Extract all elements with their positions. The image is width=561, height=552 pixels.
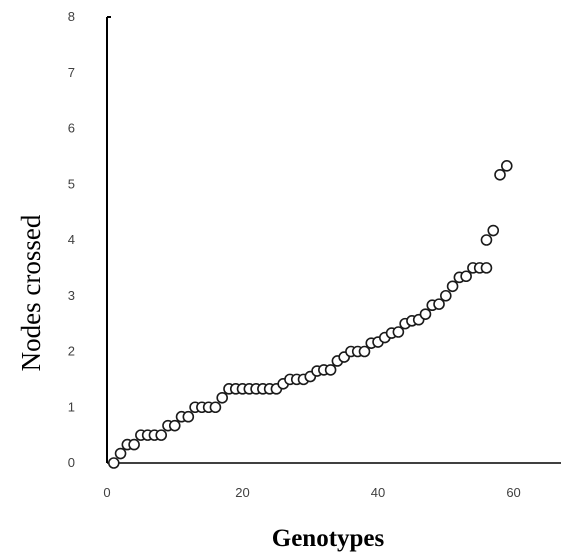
- x-tick-label: 40: [371, 485, 385, 500]
- y-tick-label: 2: [68, 344, 75, 359]
- data-point: [392, 326, 405, 338]
- data-point: [114, 447, 127, 460]
- data-point: [358, 345, 371, 358]
- y-tick-label: 5: [68, 176, 75, 191]
- data-point: [433, 298, 445, 310]
- data-point: [155, 429, 168, 441]
- data-point: [168, 419, 181, 432]
- data-point: [487, 224, 500, 237]
- data-point: [209, 401, 222, 414]
- x-tick-label: 0: [103, 485, 110, 500]
- y-tick-label: 6: [68, 121, 75, 136]
- x-axis-label: Genotypes: [272, 525, 385, 552]
- data-point: [440, 289, 452, 302]
- data-point: [494, 168, 506, 181]
- data-points: [107, 160, 513, 469]
- y-tick-label: 1: [68, 399, 75, 414]
- y-tick-label: 0: [68, 455, 75, 470]
- chart-axes: [106, 16, 561, 464]
- data-point: [419, 308, 432, 320]
- y-tick-label: 3: [68, 288, 75, 303]
- data-point: [182, 410, 195, 423]
- data-point: [446, 280, 459, 293]
- data-point: [324, 364, 337, 376]
- data-point: [480, 262, 493, 274]
- data-point: [128, 438, 140, 451]
- y-tick-label: 4: [68, 232, 75, 247]
- tick-labels: 0 1 2 3 4 5 6 7 8 0 20 40 60: [68, 9, 521, 500]
- x-tick-label: 60: [506, 485, 520, 500]
- y-tick-label: 8: [68, 9, 75, 24]
- y-axis-label: Nodes crossed: [16, 214, 46, 371]
- data-point: [500, 160, 513, 172]
- data-point: [107, 457, 120, 469]
- y-tick-label: 7: [68, 65, 75, 80]
- x-tick-label: 20: [235, 485, 249, 500]
- data-point: [216, 391, 228, 404]
- data-point: [480, 234, 493, 246]
- data-point: [460, 270, 472, 283]
